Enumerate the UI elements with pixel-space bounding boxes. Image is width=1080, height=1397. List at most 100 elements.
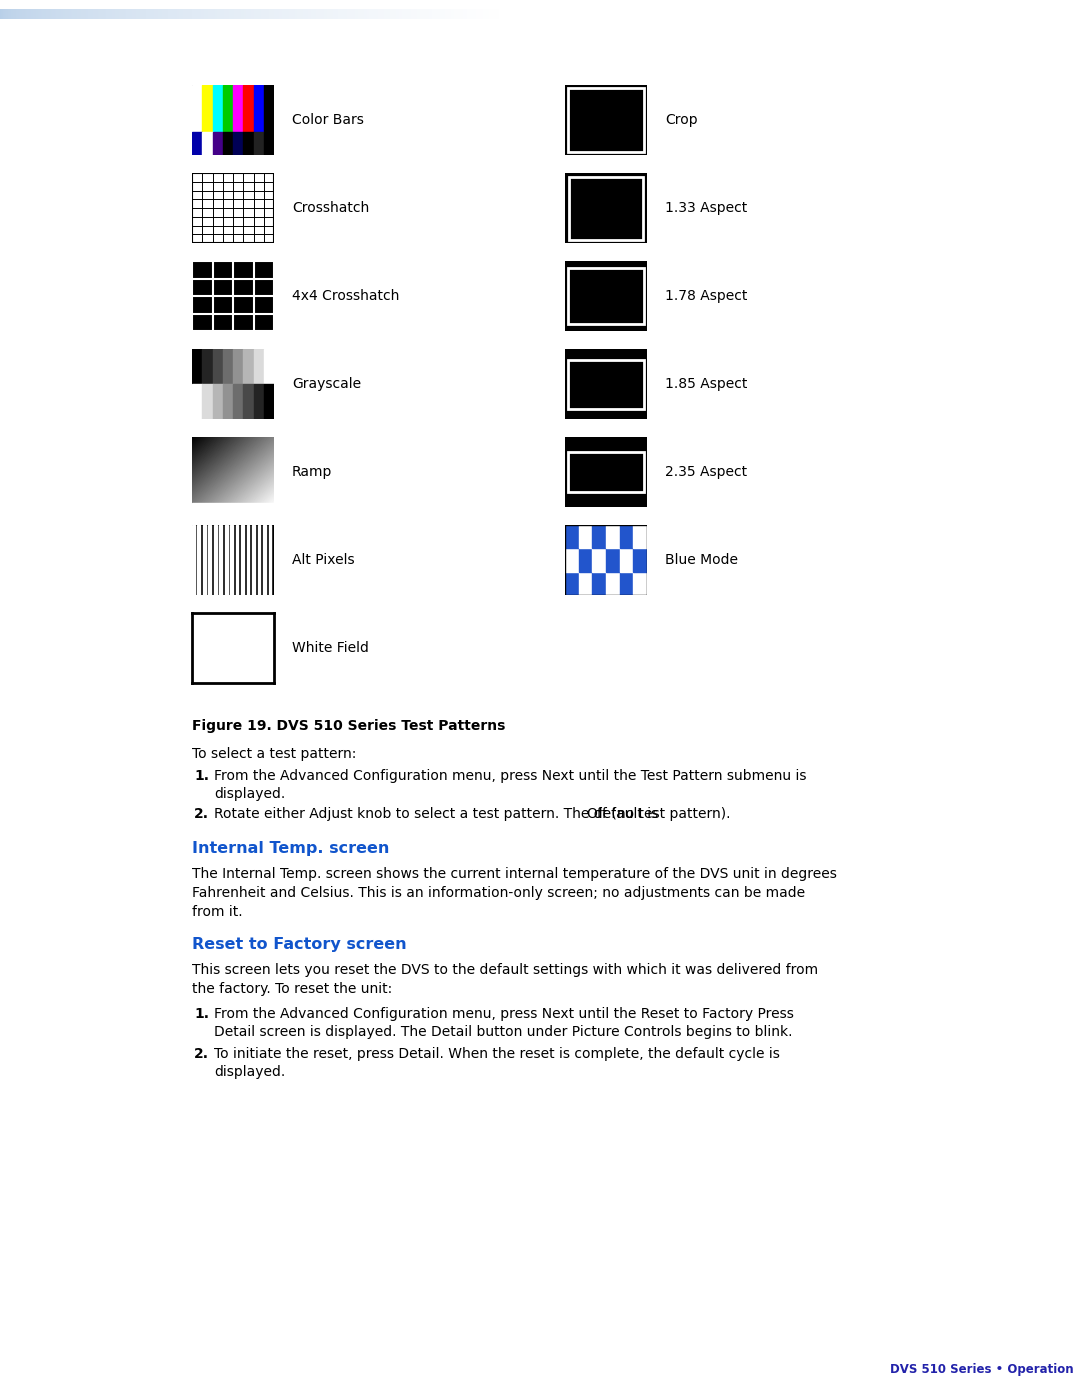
Bar <box>230 525 233 595</box>
Bar <box>254 349 264 384</box>
Bar <box>192 525 194 595</box>
Bar <box>565 525 579 549</box>
Text: Crop: Crop <box>665 113 698 127</box>
Bar <box>213 85 222 131</box>
Bar <box>606 549 620 571</box>
Text: Alt Pixels: Alt Pixels <box>292 553 354 567</box>
Bar <box>565 261 647 268</box>
Bar <box>579 549 592 571</box>
Bar <box>203 525 205 595</box>
Bar <box>225 525 228 595</box>
Bar <box>264 384 274 419</box>
Bar <box>222 384 233 419</box>
Text: The Internal Temp. screen shows the current internal temperature of the DVS unit: The Internal Temp. screen shows the curr… <box>192 868 837 919</box>
Bar <box>606 571 620 595</box>
Bar <box>579 525 592 549</box>
Bar <box>246 525 249 595</box>
Bar <box>254 384 264 419</box>
Text: 2.: 2. <box>194 807 210 821</box>
Bar <box>568 268 644 324</box>
Text: 1.78 Aspect: 1.78 Aspect <box>665 289 747 303</box>
Bar <box>568 453 644 492</box>
Bar <box>202 349 213 384</box>
Bar <box>579 571 592 595</box>
Bar <box>233 349 243 384</box>
Bar <box>264 349 274 384</box>
Bar <box>565 571 579 595</box>
Bar <box>222 131 233 155</box>
Text: White Field: White Field <box>292 641 369 655</box>
Bar <box>258 525 260 595</box>
Text: Rotate either Adjust knob to select a test pattern. The default is: Rotate either Adjust knob to select a te… <box>214 807 663 821</box>
Bar <box>264 85 274 131</box>
Bar <box>269 525 271 595</box>
Text: Off: Off <box>585 807 607 821</box>
Bar <box>213 349 222 384</box>
Text: 2.35 Aspect: 2.35 Aspect <box>665 465 747 479</box>
Bar <box>633 549 647 571</box>
Text: To initiate the reset, press Detail. When the reset is complete, the default cyc: To initiate the reset, press Detail. Whe… <box>214 1046 780 1080</box>
Bar <box>213 131 222 155</box>
Bar <box>254 131 264 155</box>
Bar <box>565 324 647 331</box>
Bar <box>233 384 243 419</box>
Bar <box>565 549 579 571</box>
Text: 2.: 2. <box>194 1046 210 1060</box>
Text: 1.: 1. <box>194 1007 210 1021</box>
Bar <box>233 85 243 131</box>
Bar <box>222 85 233 131</box>
Bar <box>252 525 255 595</box>
Bar <box>243 131 254 155</box>
Bar <box>222 349 233 384</box>
Text: (no test pattern).: (no test pattern). <box>607 807 730 821</box>
Text: To select a test pattern:: To select a test pattern: <box>192 747 356 761</box>
Bar <box>592 571 606 595</box>
Bar <box>208 525 211 595</box>
Bar <box>620 525 633 549</box>
Text: Ramp: Ramp <box>292 465 333 479</box>
Bar <box>620 571 633 595</box>
Text: Crosshatch: Crosshatch <box>292 201 369 215</box>
Text: From the Advanced Configuration menu, press Next until the Test Pattern submenu : From the Advanced Configuration menu, pr… <box>214 768 807 802</box>
Text: Reset to Factory screen: Reset to Factory screen <box>192 937 407 951</box>
Bar <box>620 549 633 571</box>
Bar <box>192 85 202 131</box>
Text: From the Advanced Configuration menu, press Next until the Reset to Factory Pres: From the Advanced Configuration menu, pr… <box>214 1007 794 1039</box>
Bar <box>243 384 254 419</box>
Bar <box>235 525 239 595</box>
Bar <box>192 349 202 384</box>
Bar <box>192 503 274 507</box>
Bar <box>202 131 213 155</box>
Text: Grayscale: Grayscale <box>292 377 361 391</box>
Text: 1.: 1. <box>194 768 210 782</box>
Text: Figure 19.: Figure 19. <box>192 719 272 733</box>
Bar <box>219 525 222 595</box>
Bar <box>202 85 213 131</box>
Bar <box>198 525 200 595</box>
Bar <box>633 525 647 549</box>
Bar <box>213 384 222 419</box>
Bar <box>202 384 213 419</box>
Text: Color Bars: Color Bars <box>292 113 364 127</box>
Bar <box>214 525 217 595</box>
Bar <box>192 384 202 419</box>
Bar <box>606 525 620 549</box>
Bar <box>264 131 274 155</box>
Text: 1.33 Aspect: 1.33 Aspect <box>665 201 747 215</box>
Text: Internal Temp. screen: Internal Temp. screen <box>192 841 390 856</box>
Bar <box>241 525 244 595</box>
Bar <box>233 131 243 155</box>
Bar <box>568 359 644 408</box>
Bar <box>192 131 202 155</box>
Text: 4x4 Crosshatch: 4x4 Crosshatch <box>292 289 400 303</box>
Bar <box>243 85 254 131</box>
Bar <box>254 85 264 131</box>
Bar <box>592 525 606 549</box>
Bar <box>264 525 266 595</box>
Bar <box>243 349 254 384</box>
Text: Blue Mode: Blue Mode <box>665 553 738 567</box>
Text: 1.85 Aspect: 1.85 Aspect <box>665 377 747 391</box>
Bar <box>633 571 647 595</box>
Text: DVS 510 Series • Operation    33: DVS 510 Series • Operation 33 <box>890 1362 1080 1376</box>
Bar <box>592 549 606 571</box>
